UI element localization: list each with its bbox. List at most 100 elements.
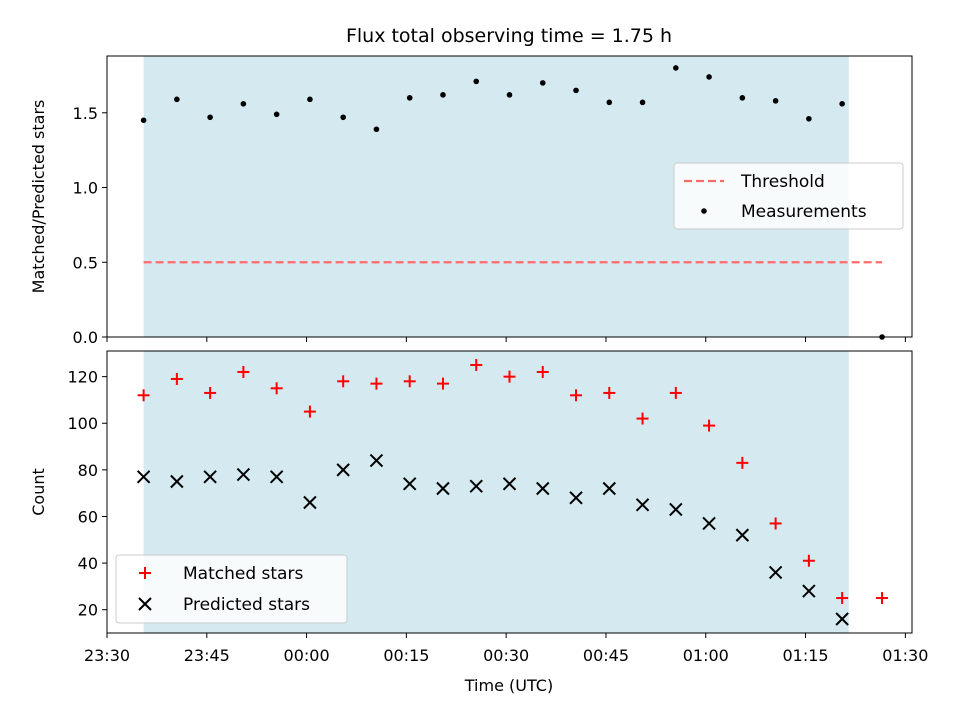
y-tick-label: 1.5 (73, 104, 98, 123)
measurement-point (473, 78, 480, 85)
y-tick-label: 120 (67, 368, 98, 387)
measurement-point (806, 115, 812, 122)
measurement-point (307, 96, 313, 103)
bottom-axes-frame (106, 350, 913, 634)
matched-star-point (204, 386, 217, 399)
matched-star-point (170, 372, 183, 385)
y-tick-label: 40 (78, 554, 98, 573)
y-tick-label: 0.5 (73, 253, 98, 272)
top-axes-frame (106, 55, 913, 338)
bottom-y-ticks: 20 40 60 80 100 120 (67, 368, 107, 620)
matched-star-point (303, 405, 316, 418)
predicted-star-point (669, 502, 683, 517)
matched-star-points (137, 358, 889, 605)
predicted-star-point (702, 516, 716, 531)
y-tick-label: 20 (78, 601, 98, 620)
measurement-point (174, 96, 180, 103)
predicted-star-point (735, 528, 750, 542)
legend-predicted-label: Predicted stars (183, 595, 310, 615)
bottom-legend-box (115, 554, 348, 624)
top-panel: 0.0 0.5 1.0 1.5 Matched/Predicted stars Thr… (29, 55, 913, 347)
predicted-star-point (635, 498, 650, 512)
bottom-x-ticks: 23:30 23:45 00:00 00:15 00:30 00:45 01:00 01:15… (84, 633, 928, 665)
matched-star-point (536, 365, 549, 378)
measurement-point (373, 126, 380, 133)
measurement-point (839, 101, 845, 107)
x-tick-label: 01:00 (683, 646, 729, 665)
predicted-star-points (136, 453, 849, 626)
chart-title: Flux total observing time = 1.75 h (346, 25, 672, 47)
predicted-star-point (203, 470, 217, 484)
x-tick-label: 00:45 (583, 646, 629, 665)
measurement-point (772, 98, 779, 104)
measurement-point (539, 80, 546, 86)
x-tick-label: 01:30 (882, 646, 928, 665)
predicted-star-point (369, 453, 384, 468)
predicted-star-point (802, 584, 816, 598)
matched-star-point (137, 389, 150, 402)
matched-star-point (703, 419, 716, 432)
matched-star-point (570, 389, 583, 402)
measurement-point (273, 111, 280, 118)
x-tick-label: 01:15 (782, 646, 828, 665)
predicted-star-point (336, 463, 350, 477)
predicted-star-point (436, 481, 450, 496)
matched-star-point (802, 554, 815, 567)
top-x-ticks (106, 337, 906, 342)
matched-star-point (470, 358, 483, 371)
measurement-point (207, 114, 213, 121)
bottom-panel: 20 40 60 80 100 120 23:30 23:45 00:00 00:15 00:30… (29, 350, 928, 695)
bottom-legend: Matched stars Predicted stars (115, 554, 348, 624)
measurement-point (673, 65, 679, 71)
measurement-point (406, 95, 413, 101)
predicted-star-point (569, 491, 583, 505)
predicted-star-point (502, 477, 517, 491)
measurement-point (240, 101, 247, 107)
bottom-y-axis-label: Count (29, 468, 48, 516)
matched-star-point (337, 375, 350, 388)
x-tick-label: 23:30 (84, 646, 130, 665)
x-tick-label: 00:30 (483, 646, 529, 665)
measurement-point (140, 117, 147, 124)
top-legend-box (673, 162, 904, 230)
y-tick-label: 80 (78, 461, 98, 480)
measurement-point (606, 99, 613, 106)
legend-matched-swatch (139, 567, 151, 579)
predicted-star-point (469, 479, 483, 493)
matched-star-point (769, 517, 782, 530)
predicted-star-point (602, 481, 617, 496)
matched-star-point (270, 382, 283, 395)
predicted-star-point (303, 495, 317, 510)
legend-matched-label: Matched stars (183, 564, 303, 584)
top-y-axis-label: Matched/Predicted stars (29, 100, 48, 294)
matched-star-point (237, 365, 250, 378)
measurement-point (440, 92, 446, 98)
measurement-point (639, 99, 646, 106)
matched-star-point (403, 375, 416, 388)
matched-star-point (603, 386, 616, 399)
x-axis-label: Time (UTC) (464, 676, 553, 695)
predicted-star-point (170, 474, 184, 489)
measurement-point (506, 92, 513, 98)
y-tick-label: 60 (78, 507, 98, 526)
matched-star-point (836, 592, 849, 605)
y-tick-label: 0.0 (73, 328, 98, 347)
predicted-star-point (136, 470, 151, 484)
matched-star-point (669, 386, 682, 399)
top-y-ticks: 0.0 0.5 1.0 1.5 (73, 104, 107, 347)
predicted-star-point (536, 481, 550, 496)
measurement-point (573, 87, 579, 94)
matched-star-point (736, 456, 749, 469)
predicted-star-point (835, 612, 849, 626)
measurement-point (706, 74, 712, 80)
predicted-star-point (269, 470, 284, 484)
legend-predicted-swatch (138, 597, 152, 611)
legend-measurement-label: Measurements (741, 202, 867, 222)
legend-measurement-swatch (701, 208, 707, 214)
measurement-points (140, 65, 885, 340)
x-tick-label: 23:45 (184, 646, 230, 665)
matched-star-point (503, 370, 516, 383)
legend-threshold-label: Threshold (740, 172, 825, 192)
matched-star-point (636, 412, 649, 425)
